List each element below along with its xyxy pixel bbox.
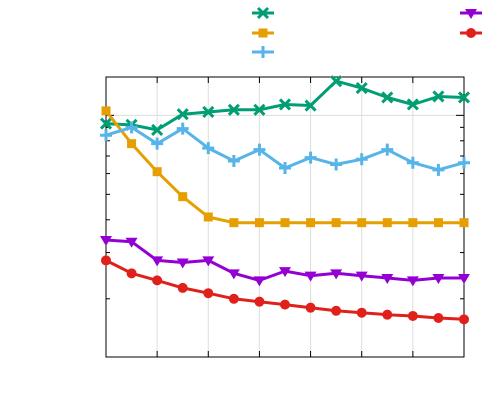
data-point	[304, 99, 317, 112]
data-point	[331, 218, 341, 228]
data-point	[253, 276, 266, 287]
data-point	[127, 139, 137, 149]
legend	[252, 6, 482, 58]
data-point	[382, 218, 392, 228]
data-point	[227, 103, 240, 116]
data-point	[457, 91, 471, 104]
data-point	[202, 256, 215, 267]
data-point	[330, 75, 343, 88]
data-point	[432, 90, 445, 103]
data-point	[458, 274, 470, 285]
series-2	[101, 106, 469, 228]
data-point	[125, 121, 138, 134]
series-4	[100, 235, 470, 287]
legend-item-1	[252, 6, 274, 20]
data-point	[227, 154, 240, 167]
data-point	[227, 269, 240, 280]
data-point	[304, 151, 317, 164]
data-point	[459, 314, 469, 325]
data-point	[465, 9, 477, 19]
data-point	[101, 106, 111, 116]
data-point	[101, 255, 111, 266]
data-point	[152, 275, 163, 286]
data-point	[176, 258, 189, 269]
data-point	[126, 268, 137, 279]
data-point	[432, 274, 445, 285]
data-point	[355, 153, 368, 166]
data-point	[100, 129, 112, 142]
data-point	[381, 91, 394, 104]
data-point	[355, 271, 368, 282]
data-point	[406, 156, 419, 169]
data-point	[306, 218, 316, 228]
data-point	[330, 269, 343, 280]
data-point	[408, 218, 418, 228]
data-point	[202, 105, 215, 119]
data-point	[433, 218, 443, 228]
data-point	[433, 312, 444, 323]
data-point	[177, 282, 188, 293]
data-point	[253, 103, 266, 116]
data-point	[407, 310, 418, 321]
data-point	[305, 302, 316, 313]
data-point	[355, 82, 368, 95]
legend-item-2	[252, 28, 274, 38]
data-point	[406, 276, 419, 287]
data-point	[151, 256, 164, 267]
data-point	[256, 6, 270, 20]
data-point	[203, 212, 213, 222]
plot-area-frame	[105, 76, 465, 358]
legend-item-4	[460, 9, 482, 19]
series-3	[100, 121, 470, 176]
data-point	[432, 163, 445, 176]
data-point	[458, 156, 470, 169]
data-point	[202, 142, 215, 155]
data-point	[356, 307, 367, 318]
data-point	[203, 288, 214, 299]
data-point	[331, 305, 342, 316]
data-point	[330, 158, 343, 171]
data-point	[258, 28, 268, 38]
data-point	[459, 218, 469, 228]
series-1	[99, 75, 471, 136]
data-point	[151, 123, 164, 136]
grid	[106, 77, 464, 357]
legend-item-3	[252, 46, 274, 58]
data-point	[304, 271, 317, 282]
data-point	[254, 218, 264, 228]
data-point	[382, 309, 393, 320]
data-point	[406, 98, 419, 111]
data-point	[178, 192, 188, 202]
data-point	[176, 122, 189, 135]
data-point	[100, 235, 112, 246]
data-point	[279, 267, 291, 278]
data-point	[466, 28, 476, 38]
data-point	[254, 296, 265, 307]
data-point	[280, 218, 290, 228]
data-point	[257, 46, 269, 58]
data-point	[278, 98, 292, 111]
data-point	[228, 293, 239, 304]
data-point	[280, 299, 290, 310]
data-point	[176, 108, 189, 121]
data-point	[381, 274, 394, 285]
legend-item-5	[460, 28, 482, 38]
data-point	[229, 218, 239, 228]
series-group	[99, 75, 471, 325]
data-point	[357, 218, 367, 228]
data-point	[381, 143, 394, 156]
data-point	[253, 143, 266, 156]
data-point	[125, 237, 138, 248]
data-point	[152, 167, 162, 177]
data-point	[151, 137, 164, 150]
series-5	[101, 255, 469, 325]
data-point	[279, 162, 291, 175]
data-point	[99, 117, 113, 130]
